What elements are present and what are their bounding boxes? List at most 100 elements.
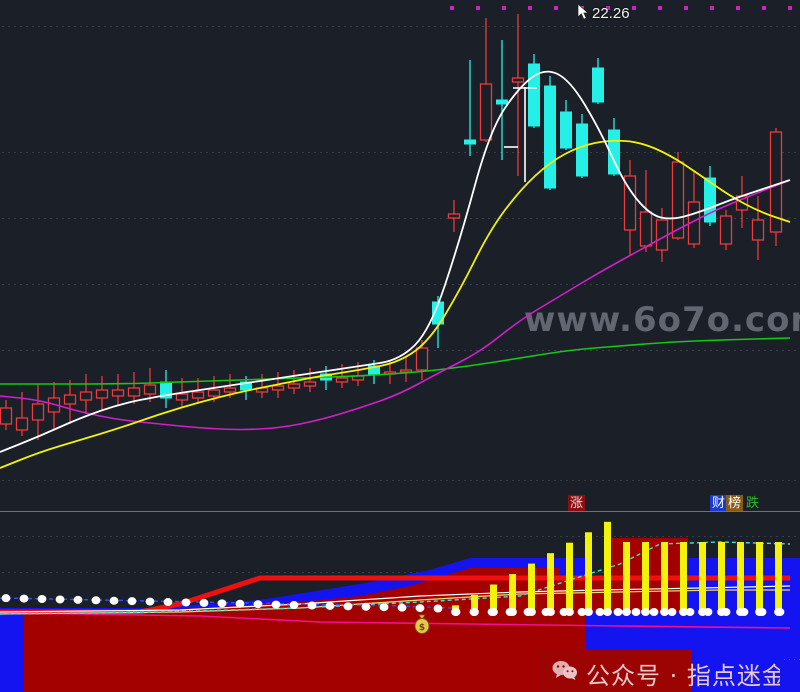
candle-body (223, 387, 237, 393)
candle-body (175, 393, 189, 401)
top-signal-dot (606, 6, 610, 10)
indicator-bar-dot (470, 608, 479, 616)
pane-separator (0, 511, 800, 512)
indicator-dot (667, 608, 677, 616)
candle-body (560, 111, 572, 149)
indicator-yellow-bar (490, 584, 497, 612)
price-annotation-label: 22.26 (592, 5, 630, 22)
indicator-blue-dashed (0, 597, 453, 609)
candle-body (528, 63, 540, 127)
gridline (0, 26, 800, 27)
indicator-dot (361, 602, 371, 611)
indicator-bar-dot (660, 608, 669, 616)
candle-body (496, 99, 508, 105)
indicator-yellow-bar (585, 532, 592, 612)
indicator-dot (91, 596, 101, 605)
candle-body (271, 385, 285, 391)
candle-body (303, 381, 317, 387)
candle-body (127, 387, 141, 397)
wechat-icon (552, 661, 577, 680)
top-signal-dot (528, 6, 532, 10)
candle-body (287, 383, 301, 389)
candle-body (608, 129, 620, 175)
indicator-bar-dot (584, 608, 593, 616)
indicator-yellow-bar (623, 542, 630, 612)
indicator-bar-dot (603, 608, 612, 616)
indicator-bar-dot (546, 608, 555, 616)
indicator-dot (343, 602, 353, 611)
banner-text: 公众号 · 指点迷金 (586, 662, 780, 690)
candle-body (671, 161, 685, 239)
indicator-dot (73, 595, 83, 604)
candle-body (464, 139, 476, 145)
svg-text:$: $ (419, 623, 425, 633)
indicator-yellow-bar (661, 542, 668, 612)
indicator-dot (217, 599, 227, 608)
indicator-dot (379, 603, 389, 612)
indicator-bar-dot (698, 608, 707, 616)
indicator-bar-dot (508, 608, 517, 616)
ma-magenta-line (0, 179, 791, 431)
candle-body (0, 407, 13, 425)
ma-green-line (0, 337, 791, 385)
top-signal-dot (554, 6, 558, 10)
indicator-dot (181, 598, 191, 607)
indicator-dot (109, 596, 119, 605)
candle-body (511, 77, 525, 83)
indicator-dot (325, 601, 335, 610)
candle-body (751, 219, 765, 241)
indicator-dot (235, 599, 245, 608)
indicator-red-band (0, 568, 560, 612)
price-svg-canvas (0, 14, 791, 469)
site-watermark: www.6o7o.com (524, 300, 800, 340)
gridline (0, 152, 800, 153)
indicator-bar-dot (641, 608, 650, 616)
candle-body (31, 403, 45, 421)
arrow-cursor-icon (578, 4, 589, 20)
candle-body (240, 381, 252, 391)
indicator-bar-dot (489, 608, 498, 616)
indicator-bar-dot (527, 608, 536, 616)
indicator-dot (397, 603, 407, 612)
indicator-bar-dot (679, 608, 688, 616)
candle-body (639, 211, 653, 247)
candle-body (415, 347, 429, 371)
candle-body (335, 377, 349, 383)
candle-body (447, 213, 461, 219)
indicator-dot (271, 600, 281, 609)
indicator-dot (631, 608, 641, 616)
candle-body (576, 123, 588, 177)
candle-body (544, 85, 556, 189)
indicator-yellow-bar (604, 521, 611, 612)
indicator-yellow-bar (566, 542, 573, 612)
price-chart-pane[interactable]: www.6o7o.com 22.26 涨 财 榜 跌 (0, 0, 800, 512)
indicator-dot (289, 601, 299, 610)
indicator-yellow-bar (471, 594, 478, 612)
candle-body (623, 175, 637, 231)
money-bag-icon: $ (414, 614, 430, 634)
indicator-red-trendline (0, 575, 790, 615)
candle-body (143, 384, 157, 395)
indicator-dot (595, 608, 605, 616)
wechat-promo-banner[interactable]: 公众号 · 指点迷金 (540, 650, 780, 692)
gridline (0, 480, 800, 481)
indicator-bar-dot (736, 608, 745, 616)
indicator-yellow-bar (737, 542, 744, 612)
indicator-dot (127, 597, 137, 606)
gridline (0, 536, 800, 537)
gridline (0, 218, 800, 219)
candle-body (368, 365, 380, 375)
top-signal-dot (476, 6, 480, 10)
candle-body (191, 391, 205, 399)
indicator-dot (19, 594, 29, 603)
gridline (0, 572, 800, 573)
indicator-dot (199, 598, 209, 607)
indicator-dot (613, 608, 623, 616)
candle-body (207, 389, 221, 397)
top-signal-dot (684, 6, 688, 10)
ma-white-line (0, 70, 791, 453)
indicator-dot (433, 604, 443, 613)
indicator-yellow-bar (718, 542, 725, 612)
candle-body (719, 215, 733, 245)
indicator-bar-dot (774, 608, 783, 616)
